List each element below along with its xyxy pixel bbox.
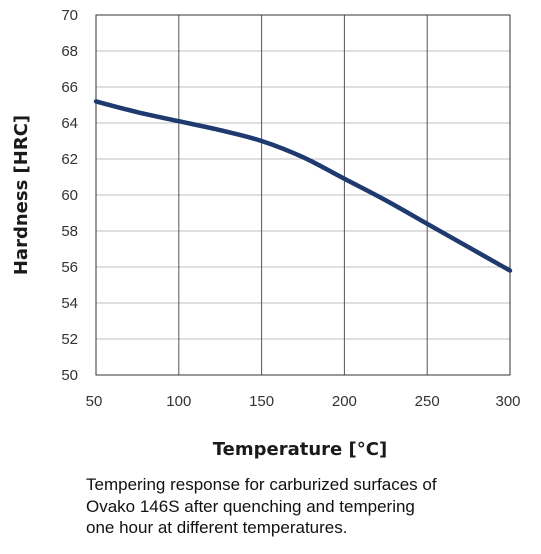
y-tick-label: 64	[61, 115, 78, 132]
y-tick-label: 62	[61, 151, 78, 168]
y-tick-label: 52	[61, 331, 78, 348]
y-tick-label: 70	[61, 7, 78, 24]
y-tick-labels: 50 52 54 56 58 60 62 64 66 68 70	[61, 7, 78, 384]
y-tick-label: 56	[61, 259, 78, 276]
plot-frame	[95, 14, 511, 376]
y-tick-label: 68	[61, 43, 78, 60]
y-tick-label: 54	[61, 295, 78, 312]
caption-line: Tempering response for carburized surfac…	[86, 475, 437, 494]
chart-caption: Tempering response for carburized surfac…	[86, 474, 526, 539]
y-tick-label: 58	[61, 223, 78, 240]
x-tick-label: 150	[249, 393, 274, 410]
x-tick-label: 250	[415, 393, 440, 410]
caption-line: Ovako 146S after quenching and tempering	[86, 496, 415, 516]
caption-line: one hour at different temperatures.	[86, 518, 348, 537]
x-tick-label: 100	[166, 393, 191, 410]
grid-lines	[95, 14, 511, 376]
y-tick-label: 66	[61, 79, 78, 96]
x-tick-label: 300	[495, 393, 520, 410]
x-tick-label: 200	[332, 393, 357, 410]
y-tick-label: 50	[61, 367, 78, 384]
x-tick-labels: 50 100 150 200 250 300	[86, 393, 521, 410]
x-tick-label: 50	[86, 393, 103, 410]
hardness-chart: 50 52 54 56 58 60 62 64 66 68 70 50 100 150 200 250 300…	[11, 7, 521, 460]
x-axis-label: Temperature [°C]	[213, 439, 387, 460]
series-line	[93, 99, 513, 273]
y-tick-label: 60	[61, 187, 78, 204]
y-axis-label: Hardness [HRC]	[11, 115, 32, 275]
